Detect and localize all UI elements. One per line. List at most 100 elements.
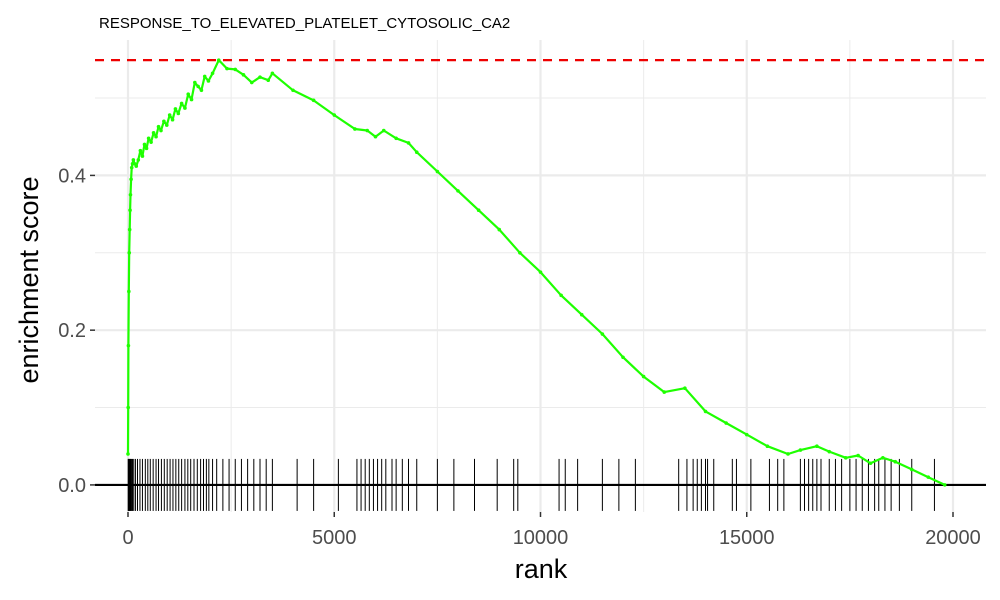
enrichment-point: [138, 148, 143, 153]
enrichment-point: [167, 113, 172, 117]
enrichment-point: [159, 128, 163, 133]
enrichment-point: [827, 449, 832, 454]
enrichment-point: [202, 74, 207, 79]
enrichment-point: [206, 79, 211, 83]
enrichment-point: [881, 456, 885, 460]
enrichment-point: [815, 444, 819, 449]
enrichment-point: [291, 88, 295, 93]
enrichment-curve: [126, 58, 947, 487]
enrichment-point: [270, 71, 275, 76]
enrichment-point: [518, 250, 522, 255]
enrichment-point: [744, 432, 749, 437]
enrichment-point: [129, 177, 133, 182]
enrichment-point: [394, 136, 398, 141]
enrichment-point: [144, 146, 149, 151]
enrichment-point: [724, 421, 728, 425]
enrichment-point: [909, 467, 914, 472]
enrichment-point: [129, 165, 134, 170]
enrichment-point: [559, 293, 563, 298]
enrichment-point: [210, 71, 215, 76]
enrichment-point: [199, 88, 204, 93]
enrichment-point: [641, 374, 646, 379]
x-tick-label: 5000: [312, 527, 357, 549]
enrichment-point: [683, 386, 687, 390]
y-tick-label: 0.4: [58, 165, 86, 187]
enrichment-point: [414, 150, 419, 154]
enrichment-point: [127, 250, 132, 255]
enrichment-point: [164, 123, 169, 127]
y-axis-title: enrichment score: [14, 176, 44, 383]
enrichment-point: [798, 448, 803, 452]
enrichment-point: [127, 227, 132, 232]
enrichment-point: [942, 483, 947, 487]
enrichment-point: [186, 92, 191, 96]
enrichment-point: [856, 453, 860, 458]
enrichment-point: [311, 98, 316, 103]
enrichment-point: [189, 97, 194, 102]
y-axis-ticks: 0.0 0.2 0.4: [58, 165, 95, 497]
enrichment-point: [662, 390, 667, 394]
enrichment-point: [131, 158, 136, 162]
enrichment-point: [353, 127, 357, 131]
enrichment-point: [538, 270, 543, 274]
enrichment-point: [136, 158, 141, 162]
enrichment-point: [435, 169, 440, 174]
enrichment-point: [241, 73, 246, 77]
plot-grid: [95, 40, 986, 512]
enrichment-point: [142, 142, 147, 147]
x-axis-ticks: 0 5000 10000 15000 20000: [122, 512, 981, 549]
enrichment-point: [332, 113, 337, 117]
chart-title: RESPONSE_TO_ELEVATED_PLATELET_CYTOSOLIC_…: [99, 15, 510, 32]
enrichment-point: [134, 164, 139, 168]
reference-lines: [95, 59, 986, 487]
enrichment-point: [126, 343, 131, 348]
enrichment-point: [456, 189, 460, 193]
enrichment-point: [183, 106, 187, 110]
enrichment-point: [893, 459, 898, 464]
enrichment-point: [233, 67, 238, 72]
enrichment-point: [127, 289, 131, 294]
enrichment-point: [579, 312, 584, 317]
enrichment-point: [258, 75, 262, 79]
enrichment-point: [381, 128, 386, 133]
enrichment-point: [373, 134, 378, 139]
enrichment-point: [154, 134, 158, 139]
enrichment-point: [149, 140, 153, 144]
enrichment-point: [703, 409, 708, 414]
enrichment-point: [621, 355, 625, 360]
y-tick-label: 0.0: [58, 475, 86, 497]
enrichment-point: [926, 475, 931, 479]
enrichment-point: [365, 128, 370, 133]
enrichment-point: [170, 117, 175, 122]
enrichment-point: [173, 107, 178, 111]
enrichment-point: [176, 111, 181, 116]
enrichment-point: [249, 80, 254, 85]
enrichment-point: [179, 101, 184, 106]
enrichment-point: [765, 444, 770, 449]
enrichment-point: [193, 80, 197, 85]
enrichment-point: [266, 78, 271, 83]
enrichment-point: [786, 452, 790, 456]
x-tick-label: 0: [122, 527, 133, 549]
enrichment-point: [126, 452, 130, 456]
enrichment-point: [128, 208, 132, 213]
x-tick-label: 20000: [925, 527, 981, 549]
enrichment-point: [225, 66, 229, 71]
enrichment-point: [146, 136, 151, 141]
enrichment-point: [216, 58, 221, 62]
enrichment-point: [126, 405, 131, 410]
enrichment-point: [497, 227, 502, 232]
x-tick-label: 15000: [719, 527, 775, 549]
enrichment-point: [156, 124, 161, 129]
enrichment-point: [600, 332, 605, 336]
enrichment-point: [843, 456, 848, 460]
enrichment-point: [406, 141, 411, 145]
enrichment-curve-line: [126, 58, 946, 486]
enrichment-point: [140, 154, 145, 158]
enrichment-point: [868, 461, 873, 466]
x-axis-title: rank: [515, 554, 568, 584]
x-tick-label: 10000: [513, 527, 569, 549]
enrichment-point: [476, 208, 481, 213]
y-tick-label: 0.2: [58, 320, 86, 342]
